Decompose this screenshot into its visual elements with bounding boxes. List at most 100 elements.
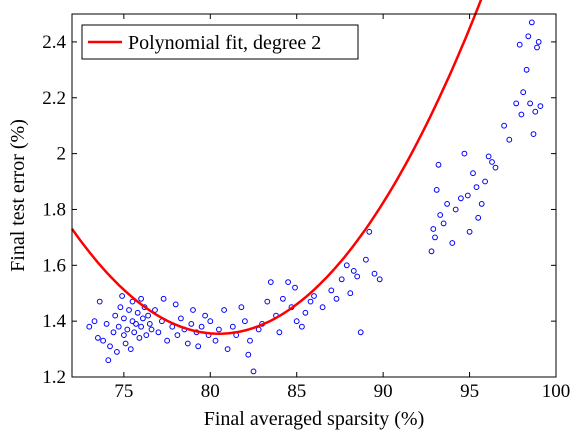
scatter-point: [121, 315, 127, 322]
scatter-point: [110, 329, 117, 336]
scatter-point: [523, 66, 530, 73]
scatter-point: [461, 150, 468, 157]
scatter-point: [129, 298, 136, 305]
scatter-point: [527, 100, 533, 107]
scatter-point: [140, 315, 146, 322]
scatter-point: [178, 315, 184, 322]
x-tick-label: 80: [201, 381, 220, 402]
scatter-point: [122, 340, 129, 347]
scatter-point: [466, 228, 473, 235]
plot-frame: [71, 13, 557, 378]
scatter-point: [172, 301, 179, 308]
legend: Polynomial fit, degree 2: [81, 24, 359, 60]
scatter-point: [134, 309, 141, 316]
scatter-point: [501, 122, 508, 129]
x-axis-label: Final averaged sparsity (%): [204, 408, 424, 430]
y-tick-label: 1.6: [42, 255, 66, 276]
scatter-point: [91, 318, 98, 325]
scatter-point: [245, 351, 252, 358]
scatter-point: [343, 262, 350, 269]
scatter-point: [470, 170, 476, 177]
scatter-point: [432, 234, 438, 241]
y-tick-label: 1.4: [42, 311, 66, 332]
scatter-point: [492, 164, 499, 171]
scatter-point: [174, 332, 181, 339]
scatter-point: [366, 228, 373, 235]
scatter-point: [338, 276, 345, 283]
scatter-point: [489, 159, 495, 165]
scatter-point: [347, 290, 354, 297]
scatter-point: [136, 335, 143, 341]
scatter-point: [328, 287, 335, 294]
scatter-point: [520, 89, 527, 96]
scatter-point: [145, 312, 152, 319]
scatter-point: [131, 329, 138, 336]
scatter-point: [485, 153, 492, 160]
scatter-point: [138, 295, 145, 302]
scatter-point: [292, 284, 298, 291]
scatter-point: [188, 321, 195, 327]
legend-box: [81, 24, 359, 60]
scatter-point: [319, 304, 326, 311]
scatter-point: [430, 226, 437, 232]
scatter-point: [293, 318, 300, 325]
scatter-point: [311, 293, 317, 299]
scatter-point: [276, 329, 283, 336]
scatter-point: [444, 201, 451, 207]
scatter-point: [107, 343, 113, 350]
scatter-point: [148, 326, 155, 333]
scatter-point: [525, 33, 532, 40]
scatter-point: [138, 323, 145, 330]
y-tick-label: 1.8: [42, 199, 66, 220]
scatter-point: [190, 307, 196, 313]
scatter-point: [112, 312, 119, 319]
scatter-point: [117, 304, 124, 311]
scatter-point: [357, 329, 364, 336]
scatter-point: [516, 41, 523, 48]
x-tick-label: 75: [114, 381, 133, 402]
legend-label: Polynomial fit, degree 2: [128, 32, 321, 54]
scatter-point: [532, 108, 539, 115]
scatter-point: [534, 44, 540, 51]
scatter-point: [95, 335, 101, 341]
scatter-point: [354, 273, 361, 280]
scatter-point: [238, 304, 245, 311]
scatter-point: [464, 192, 471, 199]
scatter-point: [160, 295, 167, 302]
scatter-point: [285, 279, 292, 286]
scatter-point: [119, 293, 125, 299]
scatter-point: [371, 270, 378, 277]
scatter-point: [350, 268, 357, 274]
y-tick-label: 2.4: [42, 32, 66, 53]
scatter-point: [126, 307, 132, 313]
scatter-point: [264, 298, 271, 305]
scatter-point: [146, 321, 153, 327]
scatter-point: [86, 323, 93, 330]
y-tick-label: 1.2: [42, 367, 66, 388]
scatter-point: [376, 276, 383, 283]
scatter-points: [86, 19, 544, 375]
scatter-point: [307, 298, 314, 305]
scatter-point: [528, 19, 535, 26]
scatter-point: [247, 337, 253, 344]
scatter-point: [221, 307, 228, 313]
scatter-point: [537, 103, 544, 109]
scatter-point: [458, 195, 464, 202]
scatter-point: [302, 309, 309, 316]
scatter-point: [242, 318, 248, 325]
scatter-point: [202, 312, 209, 319]
scatter-point: [363, 256, 369, 263]
scatter-point: [428, 248, 435, 255]
scatter-point: [473, 184, 480, 191]
axis-ticks: 75 80 85 90 95 100 1.2 1.4 1.6 1.8 2 2.2 2.4: [42, 14, 570, 402]
scatter-point: [482, 178, 489, 185]
scatter-point: [478, 201, 485, 207]
scatter-point: [333, 295, 340, 302]
scatter-point: [207, 318, 214, 325]
scatter-point: [105, 357, 112, 364]
x-tick-label: 85: [287, 381, 306, 402]
scatter-point: [475, 214, 482, 221]
scatter-point: [224, 346, 231, 353]
scatter-point: [535, 39, 542, 45]
